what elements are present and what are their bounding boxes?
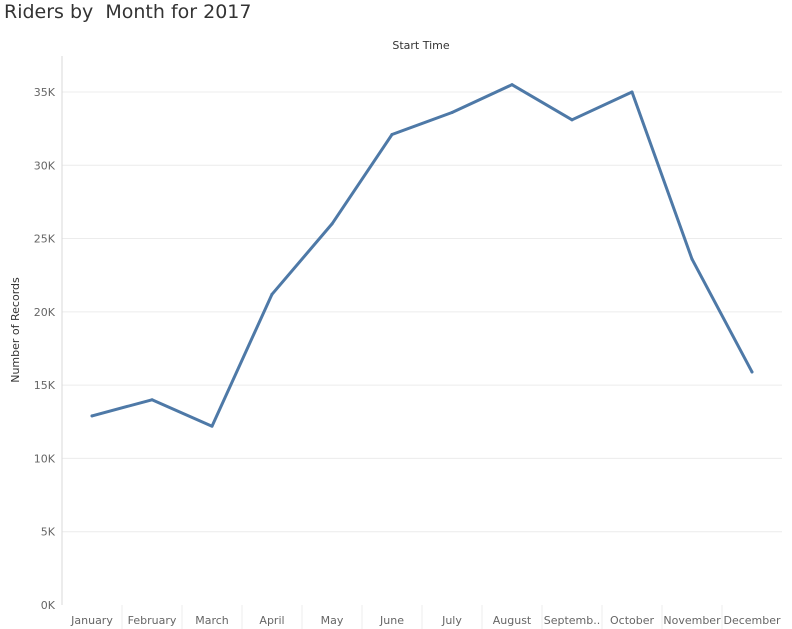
x-tick-label: December <box>723 614 781 627</box>
y-axis-ticks: 0K 5K 10K 15K 20K 25K 30K 35K <box>34 86 56 612</box>
y-axis-title: Number of Records <box>9 277 22 383</box>
data-point[interactable] <box>750 370 754 374</box>
y-tick-label: 25K <box>34 233 56 246</box>
y-tick-label: 20K <box>34 306 56 319</box>
y-tick-label: 10K <box>34 452 56 465</box>
x-tick-label: April <box>259 614 284 627</box>
y-tick-label: 5K <box>41 526 56 539</box>
data-point[interactable] <box>510 83 514 87</box>
x-tick-label: Septemb.. <box>544 614 601 627</box>
x-tick-label: October <box>610 614 654 627</box>
x-tick-label: July <box>441 614 462 627</box>
data-point[interactable] <box>210 424 214 428</box>
data-point[interactable] <box>690 257 694 261</box>
y-tick-label: 30K <box>34 159 56 172</box>
x-tick-label: March <box>195 614 229 627</box>
data-point[interactable] <box>270 292 274 296</box>
chart-title: Riders by Month for 2017 <box>4 1 252 23</box>
data-point[interactable] <box>330 222 334 226</box>
series-layer <box>90 83 754 428</box>
series-line <box>90 83 754 428</box>
data-point[interactable] <box>390 132 394 136</box>
data-point[interactable] <box>630 90 634 94</box>
x-tick-label: January <box>70 614 113 627</box>
x-tick-label: May <box>321 614 344 627</box>
axes <box>61 56 723 629</box>
data-point[interactable] <box>150 398 154 402</box>
data-point[interactable] <box>570 118 574 122</box>
data-point[interactable] <box>450 111 454 115</box>
y-tick-label: 0K <box>41 599 56 612</box>
y-tick-label: 15K <box>34 379 56 392</box>
x-tick-label: November <box>663 614 721 627</box>
data-point[interactable] <box>90 414 94 418</box>
x-tick-label: February <box>128 614 177 627</box>
gridlines <box>62 91 782 533</box>
x-axis-ticks: January February March April May June July Augu… <box>70 614 781 627</box>
x-tick-label: August <box>493 614 532 627</box>
column-header: Start Time <box>392 39 450 52</box>
x-tick-label: June <box>379 614 404 627</box>
y-tick-label: 35K <box>34 86 56 99</box>
